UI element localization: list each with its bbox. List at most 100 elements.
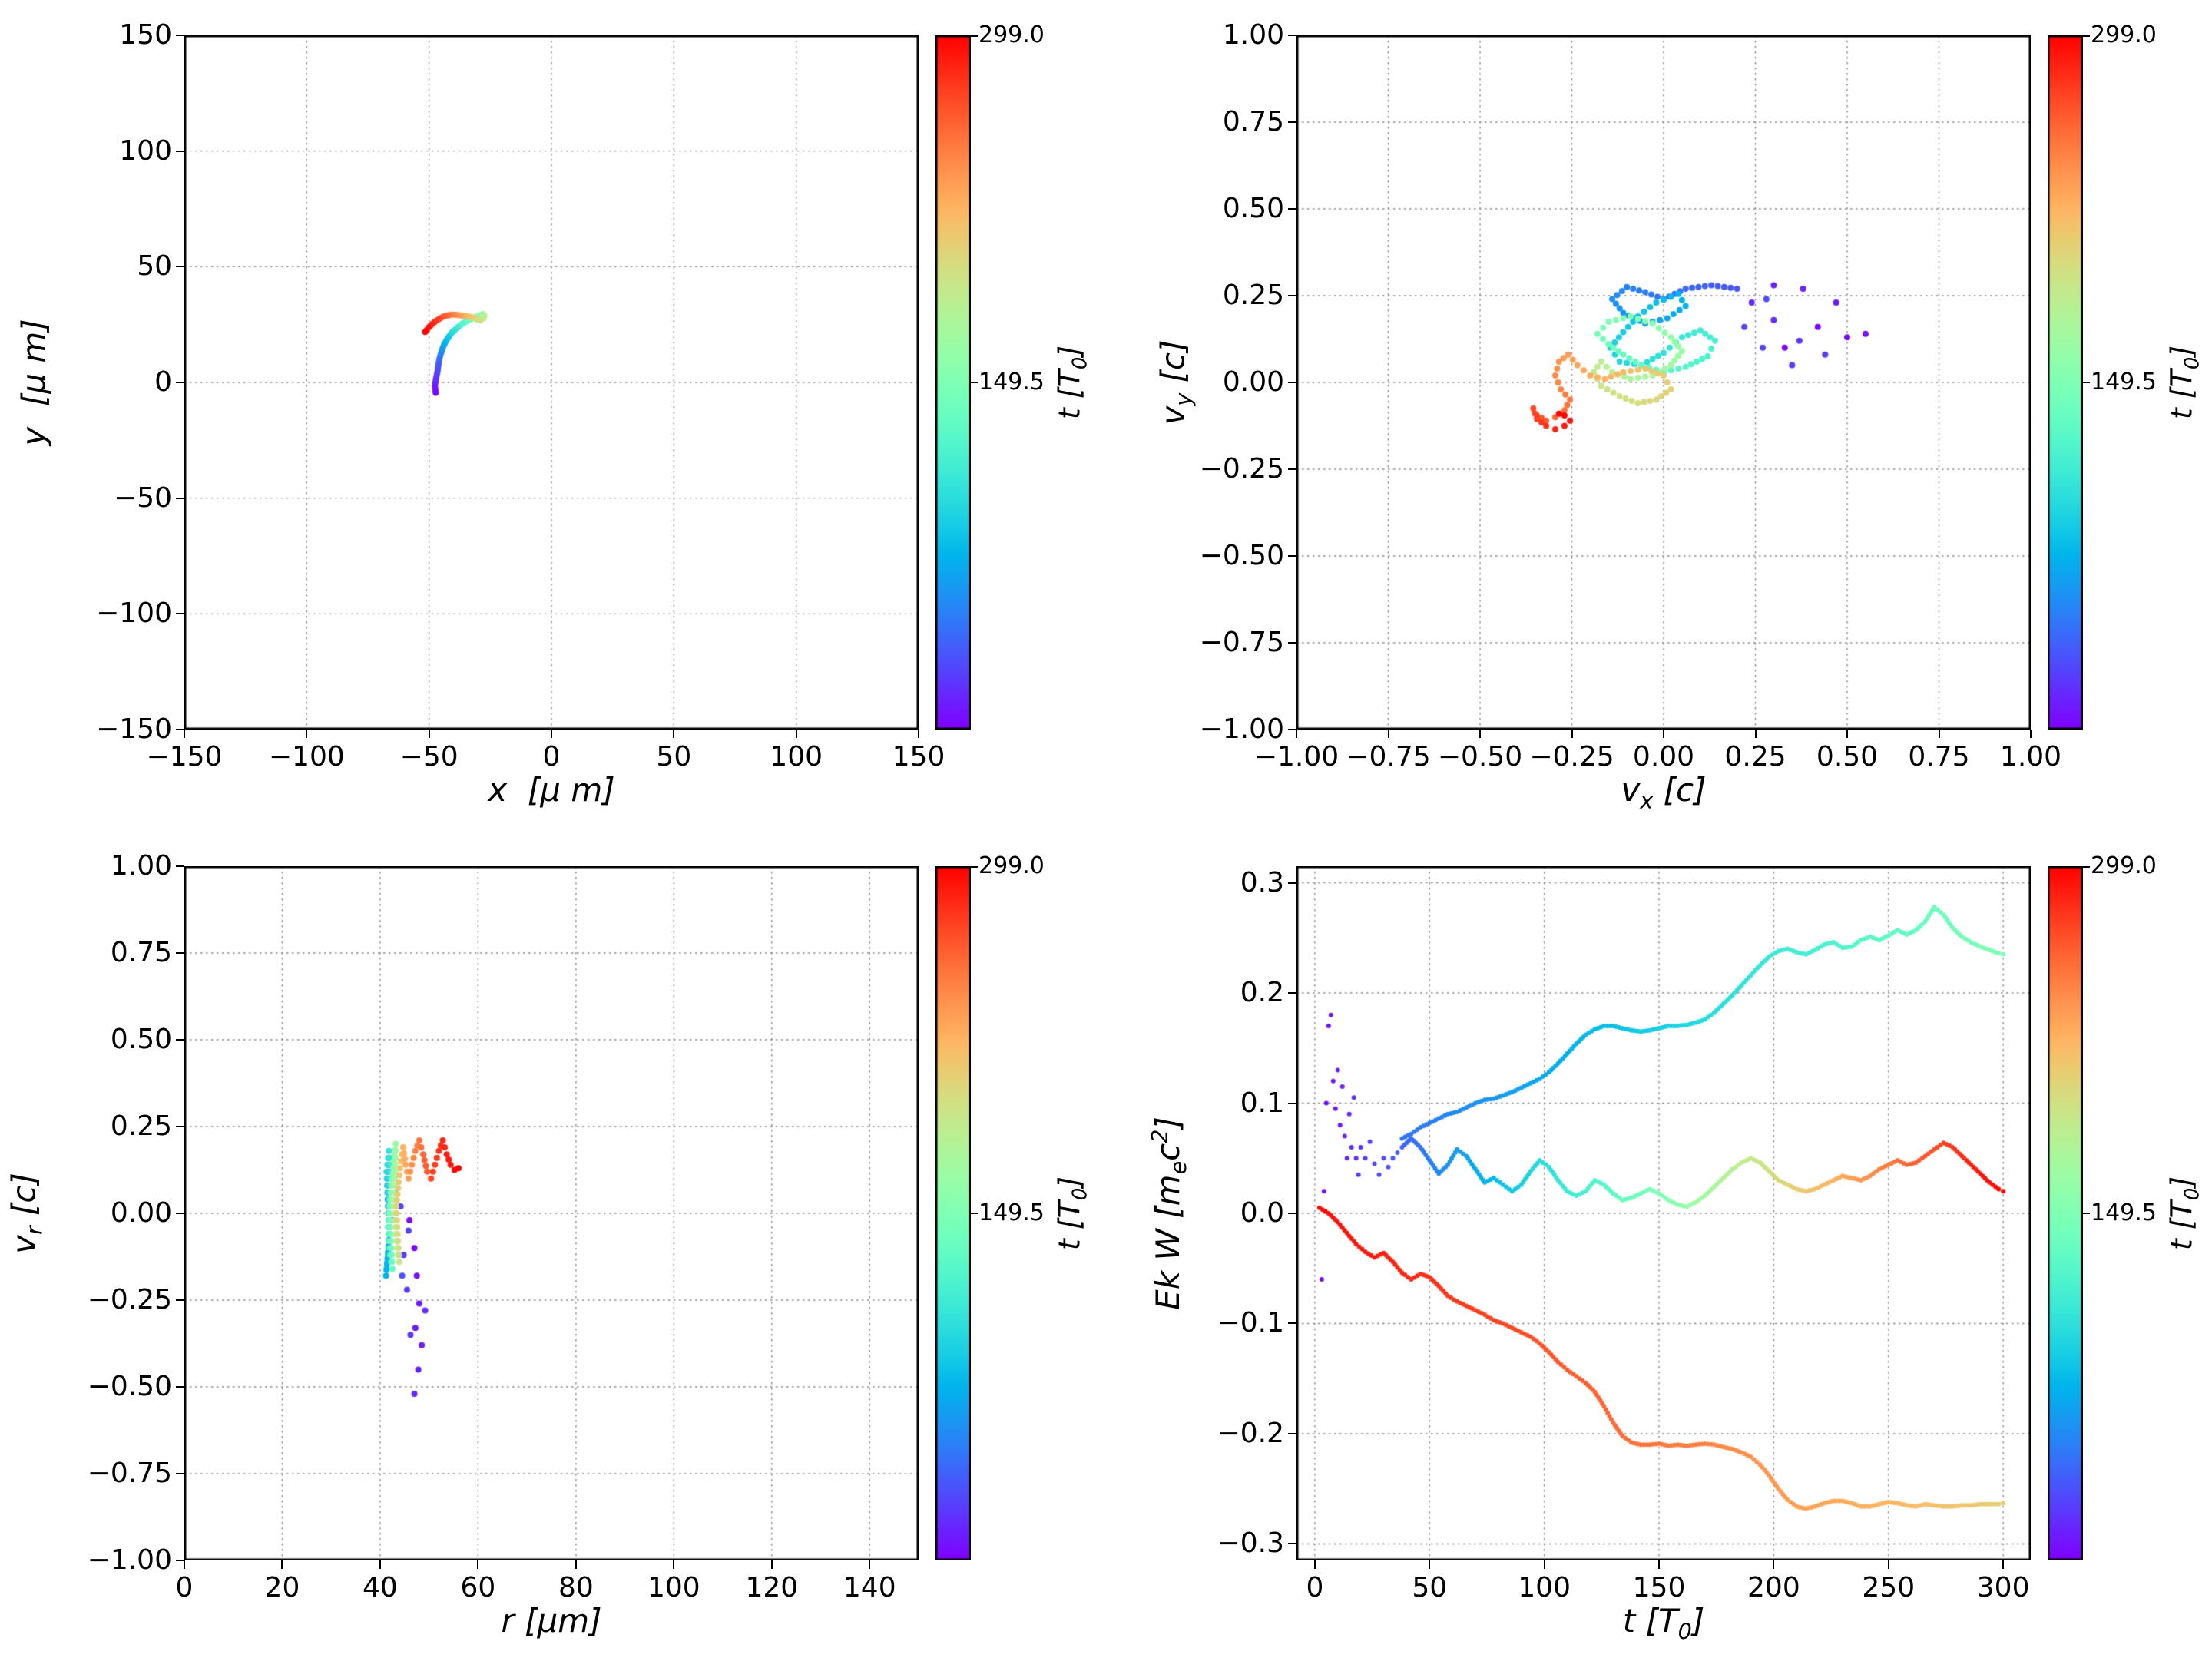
- y-tick-label: −150: [96, 713, 172, 745]
- x-tick-mark: [184, 730, 185, 738]
- y-tick-label: 0.75: [1222, 106, 1284, 137]
- y-tick-mark: [1288, 208, 1296, 210]
- x-tick-mark: [795, 730, 797, 738]
- x-tick-label: 0.50: [1816, 741, 1879, 773]
- x-tick-mark: [1387, 730, 1389, 738]
- colorbar-mid-tick: [971, 382, 978, 383]
- x-tick-mark: [1571, 730, 1573, 738]
- y-tick-label: −1.00: [1199, 713, 1284, 745]
- x-tick-label: 20: [264, 1572, 300, 1603]
- y-tick-mark: [176, 1213, 184, 1214]
- y-tick-label: 0.50: [1222, 193, 1284, 224]
- y-tick-label: −50: [114, 481, 172, 514]
- x-tick-label: 120: [745, 1572, 799, 1603]
- x-tick-label: −100: [268, 741, 345, 773]
- y-tick-mark: [176, 952, 184, 954]
- y-tick-mark: [176, 150, 184, 152]
- rvr-colorbar: [935, 866, 971, 1560]
- y-tick-label: −0.2: [1217, 1417, 1284, 1449]
- x-tick-mark: [306, 730, 308, 738]
- y-tick-label: 50: [137, 250, 172, 283]
- y-tick-label: 1.00: [110, 850, 172, 882]
- x-tick-mark: [673, 730, 675, 738]
- y-tick-label: 0.1: [1240, 1087, 1284, 1119]
- y-tick-mark: [176, 266, 184, 268]
- x-tick-mark: [2002, 1560, 2005, 1569]
- vxvy-y-axis-label: vy [c]: [1154, 339, 1197, 425]
- y-tick-mark: [176, 497, 184, 499]
- x-tick-label: 200: [1747, 1572, 1800, 1603]
- y-tick-mark: [1288, 729, 1296, 730]
- y-tick-label: −0.25: [87, 1284, 172, 1315]
- x-tick-mark: [575, 1560, 577, 1569]
- x-tick-mark: [918, 730, 919, 738]
- y-tick-label: −1.00: [87, 1544, 172, 1576]
- x-tick-label: −0.25: [1529, 741, 1614, 773]
- x-tick-label: 0: [542, 741, 561, 773]
- y-tick-mark: [176, 613, 184, 615]
- y-tick-mark: [1288, 382, 1296, 383]
- x-tick-label: 0: [175, 1572, 194, 1603]
- x-tick-mark: [1754, 730, 1757, 738]
- y-tick-label: −100: [96, 597, 172, 630]
- rvr-x-axis-label: r [μm]: [501, 1602, 602, 1640]
- x-tick-mark: [770, 1560, 773, 1569]
- x-tick-mark: [1938, 730, 1940, 738]
- rvr-y-axis-label: vr [c]: [5, 1173, 48, 1254]
- x-tick-label: 40: [363, 1572, 398, 1603]
- y-tick-label: 0.25: [1222, 280, 1284, 311]
- y-tick-mark: [1288, 121, 1296, 123]
- rvr-colorbar-max-label: 299.0: [979, 852, 1045, 879]
- vxvy-colorbar-max-label: 299.0: [2091, 22, 2157, 48]
- energy-colorbar-max-label: 299.0: [2091, 852, 2157, 879]
- y-tick-mark: [176, 865, 184, 867]
- x-tick-mark: [551, 730, 552, 738]
- x-tick-label: 100: [770, 741, 823, 773]
- y-tick-mark: [1288, 882, 1296, 884]
- x-tick-mark: [2030, 730, 2032, 738]
- x-tick-label: 0.25: [1724, 741, 1786, 773]
- x-tick-mark: [428, 730, 430, 738]
- x-tick-mark: [1296, 730, 1297, 738]
- y-tick-label: −0.75: [1199, 627, 1284, 658]
- x-tick-mark: [1773, 1560, 1775, 1569]
- xy-colorbar-axis-label: t [T0]: [1052, 345, 1092, 420]
- xy-colorbar-mid-label: 149.5: [979, 369, 1045, 395]
- y-tick-mark: [1288, 35, 1296, 36]
- x-tick-label: 0.75: [1908, 741, 1970, 773]
- xy-y-axis-label: y [μ m]: [15, 319, 53, 446]
- x-tick-mark: [1429, 1560, 1431, 1569]
- vxvy-colorbar-axis-label: t [T0]: [2164, 345, 2204, 420]
- colorbar-mid-tick: [2083, 1213, 2090, 1214]
- y-tick-mark: [176, 1039, 184, 1041]
- x-tick-mark: [477, 1560, 479, 1569]
- x-tick-label: 50: [656, 741, 692, 773]
- x-tick-label: 150: [892, 741, 945, 773]
- rvr-colorbar-mid-label: 149.5: [979, 1199, 1045, 1226]
- panel-energy-time: 0 50 100 150 200 250 300 −0.3 −0.2 −0.1 0.0 0.1 0.2 0…: [1112, 831, 2212, 1666]
- x-tick-label: −50: [399, 741, 459, 773]
- x-tick-mark: [673, 1560, 675, 1569]
- panel-xy-trajectory: −150 −100 −50 0 50 100 150 −150 −100 −50 0 50 100 150…: [0, 0, 1106, 836]
- x-tick-mark: [379, 1560, 381, 1569]
- x-tick-label: 140: [843, 1572, 896, 1603]
- y-tick-mark: [176, 1473, 184, 1474]
- xy-colorbar: [935, 35, 971, 730]
- x-tick-mark: [869, 1560, 871, 1569]
- x-tick-mark: [1313, 1560, 1316, 1569]
- colorbar-max-tick: [2083, 35, 2090, 37]
- y-tick-label: 150: [119, 19, 172, 51]
- y-tick-label: 0.2: [1240, 977, 1284, 1009]
- panel-vx-vy: −1.00 −0.75 −0.50 −0.25 0.00 0.25 0.50 0.75 1.00…: [1112, 0, 2212, 836]
- panel-r-vr: 0 20 40 60 80 100 120 140 −1.00 −0.75 −0.50 −0.25 0.…: [0, 831, 1106, 1666]
- y-tick-mark: [176, 35, 184, 36]
- y-tick-mark: [1288, 1102, 1296, 1104]
- y-tick-mark: [176, 382, 184, 383]
- x-tick-mark: [1846, 730, 1848, 738]
- rvr-plot-canvas: [184, 866, 919, 1560]
- y-tick-label: 0.25: [110, 1110, 172, 1142]
- y-tick-mark: [176, 1386, 184, 1388]
- rvr-colorbar-axis-label: t [T0]: [1052, 1176, 1092, 1251]
- colorbar-mid-tick: [2083, 382, 2090, 383]
